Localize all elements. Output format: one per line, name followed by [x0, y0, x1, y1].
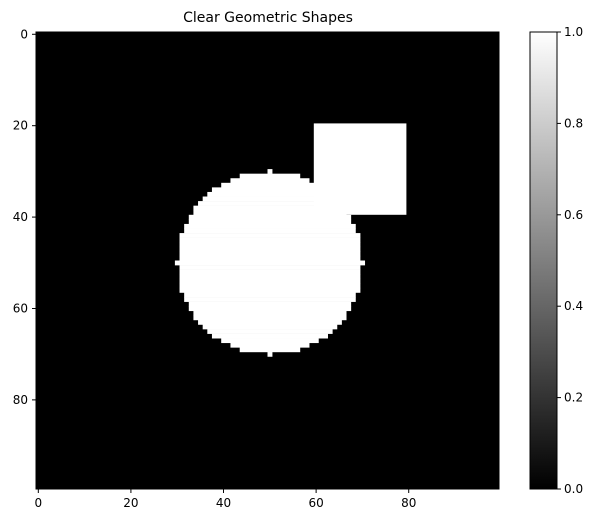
x-tick-label: 80	[401, 496, 416, 510]
circle-row	[211, 333, 328, 339]
circle-row	[207, 191, 333, 197]
circle-row	[198, 319, 342, 325]
circle-row	[179, 251, 361, 257]
circle-row	[193, 315, 347, 321]
circle-row	[179, 269, 361, 275]
colorbar-tick-label: 0.0	[564, 482, 583, 496]
circle-row	[202, 324, 338, 330]
circle-row	[184, 228, 356, 234]
rectangle-shape	[313, 123, 407, 215]
circle-row	[184, 292, 356, 298]
circle-row	[179, 246, 361, 252]
circle-row	[239, 173, 301, 179]
circle-row	[230, 342, 310, 348]
circle-row	[184, 223, 356, 229]
x-tick-label: 0	[34, 496, 42, 510]
x-tick-label: 60	[308, 496, 323, 510]
x-tick-label: 20	[123, 496, 138, 510]
colorbar-tick-label: 0.8	[564, 116, 583, 130]
circle-row	[179, 287, 361, 293]
x-axis: 0 20 40 60 80	[34, 489, 416, 510]
colorbar	[530, 32, 557, 489]
circle-row	[211, 187, 328, 193]
circle-row	[193, 210, 347, 216]
axes-frame	[35, 31, 500, 490]
circle-row	[239, 347, 301, 353]
colorbar-tick-label: 0.6	[564, 208, 583, 222]
chart-title: Clear Geometric Shapes	[183, 10, 353, 26]
circle-shape	[174, 169, 366, 357]
circle-row	[207, 329, 333, 334]
heatmap-image	[36, 32, 499, 489]
circle-row	[179, 265, 361, 270]
y-tick-label: 40	[13, 210, 28, 224]
circle-row	[179, 233, 361, 238]
circle-row	[221, 182, 319, 188]
circle-row	[179, 278, 361, 284]
circle-row	[188, 219, 352, 225]
circle-row	[221, 338, 319, 344]
y-tick-label: 80	[13, 393, 28, 407]
circle-row	[202, 196, 338, 202]
circle-row	[267, 351, 273, 357]
circle-row	[198, 201, 342, 206]
circle-row	[267, 169, 273, 174]
circle-row	[179, 242, 361, 248]
circle-row	[230, 178, 310, 184]
colorbar-tick-label: 0.2	[564, 391, 583, 405]
y-axis: 0 20 40 60 80	[13, 27, 36, 407]
colorbar-axis: 0.0 0.2 0.4 0.6 0.8 1.0	[557, 25, 583, 496]
colorbar-tick-label: 0.4	[564, 299, 583, 313]
circle-row	[193, 205, 347, 211]
circle-row	[184, 297, 356, 302]
circle-row	[193, 310, 347, 316]
circle-row	[188, 214, 352, 220]
circle-row	[174, 260, 366, 266]
x-tick-label: 40	[216, 496, 231, 510]
circle-row	[179, 274, 361, 280]
y-tick-label: 60	[13, 301, 28, 315]
circle-row	[179, 283, 361, 289]
circle-row	[188, 301, 352, 307]
colorbar-frame	[529, 31, 558, 490]
colorbar-tick-label: 1.0	[564, 25, 583, 39]
y-tick-label: 20	[13, 119, 28, 133]
circle-row	[188, 306, 352, 312]
circle-row	[179, 237, 361, 243]
y-tick-label: 0	[20, 27, 28, 41]
circle-row	[179, 255, 361, 261]
